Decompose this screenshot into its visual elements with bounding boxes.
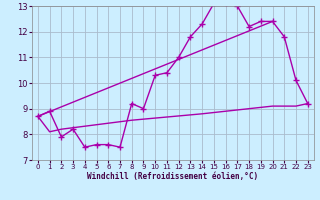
- X-axis label: Windchill (Refroidissement éolien,°C): Windchill (Refroidissement éolien,°C): [87, 172, 258, 181]
